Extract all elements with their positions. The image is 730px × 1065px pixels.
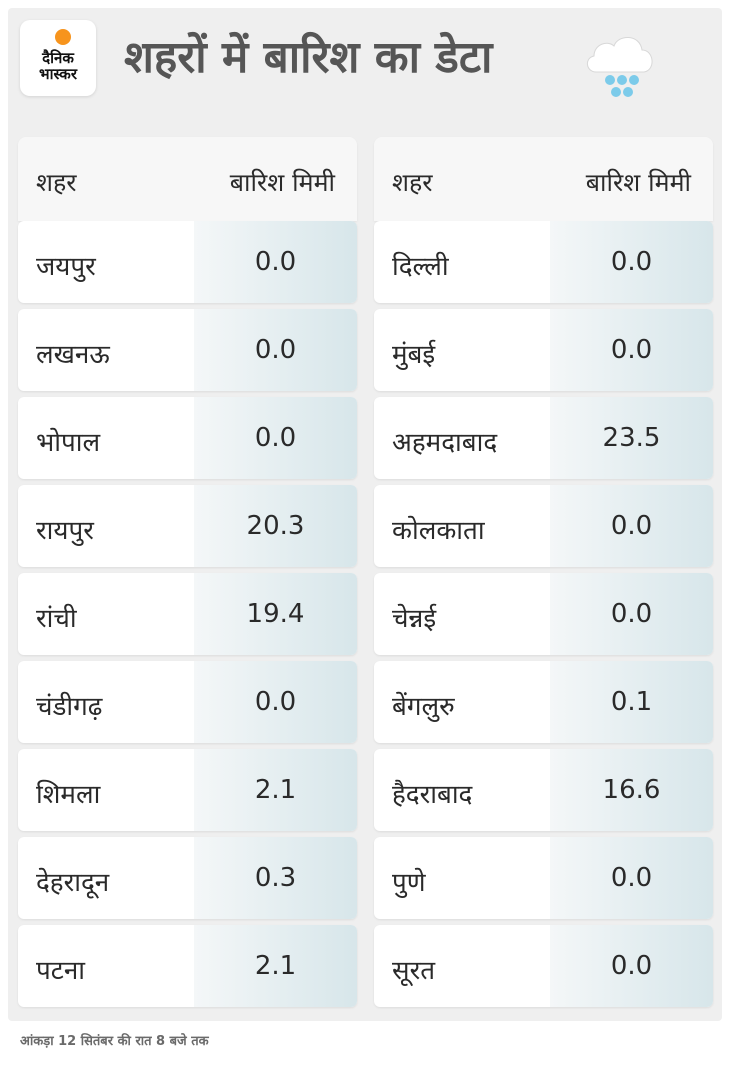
cloud-rain-icon xyxy=(587,37,653,97)
rain-value: 0.3 xyxy=(254,863,297,893)
header-city: शहर xyxy=(36,168,77,197)
city-name: देहरादून xyxy=(36,868,110,898)
value-cell: 0.0 xyxy=(550,309,713,391)
rain-value: 2.1 xyxy=(254,775,297,805)
table-row: चेन्नई 0.0 xyxy=(374,573,713,655)
value-cell: 0.0 xyxy=(194,221,357,303)
value-cell: 0.0 xyxy=(550,485,713,567)
table-header: शहर बारिश मिमी xyxy=(18,137,357,221)
brand-logo: दैनिक भास्कर xyxy=(20,20,96,96)
city-name: जयपुर xyxy=(36,252,96,282)
rain-value: 19.4 xyxy=(246,599,305,629)
city-name: पटना xyxy=(36,956,86,986)
value-cell: 0.1 xyxy=(550,661,713,743)
rain-value: 23.5 xyxy=(602,423,661,453)
value-cell: 0.0 xyxy=(194,309,357,391)
rain-value: 20.3 xyxy=(246,511,305,541)
rain-value: 0.0 xyxy=(610,951,653,981)
city-name: लखनऊ xyxy=(36,340,110,370)
table-row: हैदराबाद 16.6 xyxy=(374,749,713,831)
value-cell: 0.0 xyxy=(550,925,713,1007)
rain-value: 0.0 xyxy=(610,863,653,893)
city-name: अहमदाबाद xyxy=(392,428,498,458)
table-row: पुणे 0.0 xyxy=(374,837,713,919)
table-header: शहर बारिश मिमी xyxy=(374,137,713,221)
city-name: मुंबई xyxy=(392,340,436,370)
rain-value: 16.6 xyxy=(602,775,661,805)
table-row: सूरत 0.0 xyxy=(374,925,713,1007)
table-row: अहमदाबाद 23.5 xyxy=(374,397,713,479)
footnote: आंकड़ा 12 सितंबर की रात 8 बजे तक xyxy=(20,1034,209,1049)
logo-text-line2: भास्कर xyxy=(39,65,77,83)
rain-value: 0.0 xyxy=(610,247,653,277)
rain-value: 0.0 xyxy=(254,423,297,453)
value-cell: 0.0 xyxy=(194,661,357,743)
page-title: शहरों में बारिश का डेटा xyxy=(124,32,493,83)
table-row: बेंगलुरु 0.1 xyxy=(374,661,713,743)
header-rain: बारिश मिमी xyxy=(229,168,335,197)
city-name: कोलकाता xyxy=(392,516,485,546)
table-column-left: शहर बारिश मिमी जयपुर 0.0 लखनऊ 0.0 भोपाल 0.0… xyxy=(18,137,357,1013)
table-row: शिमला 2.1 xyxy=(18,749,357,831)
city-name: बेंगलुरु xyxy=(392,692,455,722)
value-cell: 19.4 xyxy=(194,573,357,655)
city-name: सूरत xyxy=(392,956,436,986)
city-name: पुणे xyxy=(392,868,426,898)
value-cell: 0.0 xyxy=(550,837,713,919)
logo-text-line1: दैनिक xyxy=(42,49,74,67)
table-row: चंडीगढ़ 0.0 xyxy=(18,661,357,743)
rain-value: 0.1 xyxy=(610,687,653,717)
city-name: शिमला xyxy=(36,780,101,810)
value-cell: 0.0 xyxy=(550,573,713,655)
city-name: चेन्नई xyxy=(392,604,437,634)
value-cell: 23.5 xyxy=(550,397,713,479)
table-row: कोलकाता 0.0 xyxy=(374,485,713,567)
header-city: शहर xyxy=(392,168,433,197)
table-row: देहरादून 0.3 xyxy=(18,837,357,919)
table-row: रायपुर 20.3 xyxy=(18,485,357,567)
value-cell: 0.0 xyxy=(194,397,357,479)
table-row: भोपाल 0.0 xyxy=(18,397,357,479)
logo-sun-dot xyxy=(55,29,71,45)
table-row: रांची 19.4 xyxy=(18,573,357,655)
city-name: दिल्ली xyxy=(392,252,449,282)
header: दैनिक भास्कर शहरों में बारिश का डेटा xyxy=(20,20,710,100)
city-name: भोपाल xyxy=(36,428,101,458)
city-name: रांची xyxy=(36,604,77,634)
value-cell: 2.1 xyxy=(194,749,357,831)
rain-value: 0.0 xyxy=(610,599,653,629)
table-row: जयपुर 0.0 xyxy=(18,221,357,303)
table-column-right: शहर बारिश मिमी दिल्ली 0.0 मुंबई 0.0 अहमदाब… xyxy=(374,137,713,1013)
rain-value: 0.0 xyxy=(610,511,653,541)
city-name: रायपुर xyxy=(36,516,94,546)
table-row: दिल्ली 0.0 xyxy=(374,221,713,303)
rain-value: 0.0 xyxy=(610,335,653,365)
value-cell: 0.0 xyxy=(550,221,713,303)
rain-value: 0.0 xyxy=(254,335,297,365)
rain-value: 0.0 xyxy=(254,687,297,717)
city-name: हैदराबाद xyxy=(392,780,473,810)
rain-value: 0.0 xyxy=(254,247,297,277)
header-rain: बारिश मिमी xyxy=(585,168,691,197)
value-cell: 2.1 xyxy=(194,925,357,1007)
value-cell: 20.3 xyxy=(194,485,357,567)
table-row: पटना 2.1 xyxy=(18,925,357,1007)
table-row: लखनऊ 0.0 xyxy=(18,309,357,391)
value-cell: 16.6 xyxy=(550,749,713,831)
city-name: चंडीगढ़ xyxy=(36,692,103,722)
value-cell: 0.3 xyxy=(194,837,357,919)
table-row: मुंबई 0.0 xyxy=(374,309,713,391)
rain-value: 2.1 xyxy=(254,951,297,981)
